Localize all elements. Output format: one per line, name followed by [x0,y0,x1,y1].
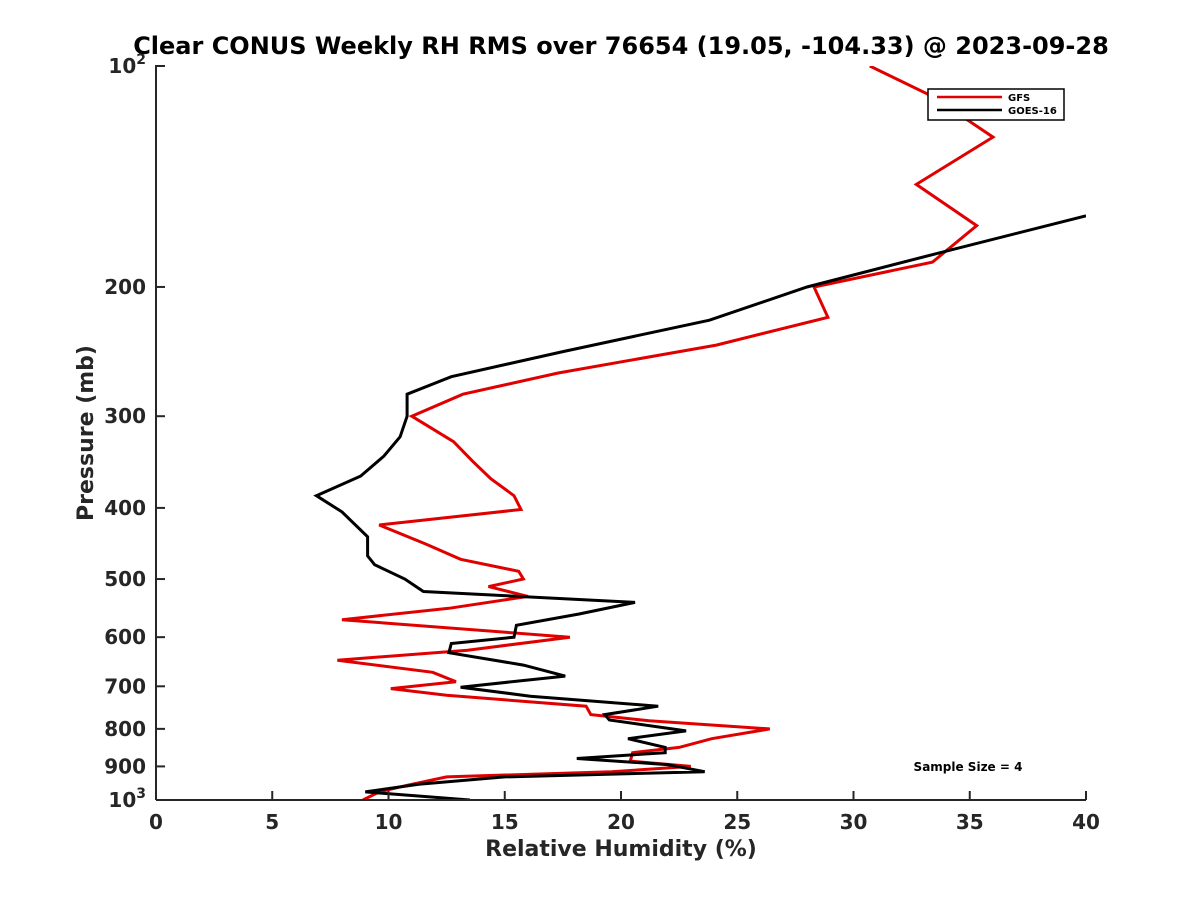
legend: GFS GOES-16 [927,88,1065,121]
y-tick-label: 200 [104,275,146,299]
y-tick-label: 300 [104,404,146,428]
y-tick-label: 500 [104,567,146,591]
chart-title: Clear CONUS Weekly RH RMS over 76654 (19… [133,32,1109,60]
x-tick-label: 40 [1072,810,1100,834]
legend-label: GFS [1008,93,1030,104]
x-tick-label: 35 [956,810,984,834]
y-tick-label: 400 [104,496,146,520]
x-tick-label: 5 [265,810,279,834]
x-tick-label: 20 [607,810,635,834]
plot-area [313,66,1086,800]
y-axis-label: Pressure (mb) [74,345,99,521]
y-tick-label: 102 [108,52,146,78]
axes: 0 5 10 15 20 25 30 35 40 102 200 300 400 500 600 700 800… [104,52,1100,834]
x-tick-label: 0 [149,810,163,834]
x-tick-label: 15 [491,810,519,834]
x-axis-label: Relative Humidity (%) [485,837,757,862]
legend-box [927,88,1065,121]
y-tick-label: 900 [104,754,146,778]
y-tick-label: 800 [104,717,146,741]
legend-label: GOES-16 [1008,106,1057,117]
x-tick-label: 25 [723,810,751,834]
y-tick-label: 600 [104,625,146,649]
y-tick-label: 103 [108,786,146,812]
sample-size-annotation: Sample Size = 4 [914,760,1023,774]
series-line-goes-16 [313,214,1086,800]
x-tick-label: 30 [840,810,868,834]
x-tick-label: 10 [375,810,403,834]
y-tick-label: 700 [104,674,146,698]
